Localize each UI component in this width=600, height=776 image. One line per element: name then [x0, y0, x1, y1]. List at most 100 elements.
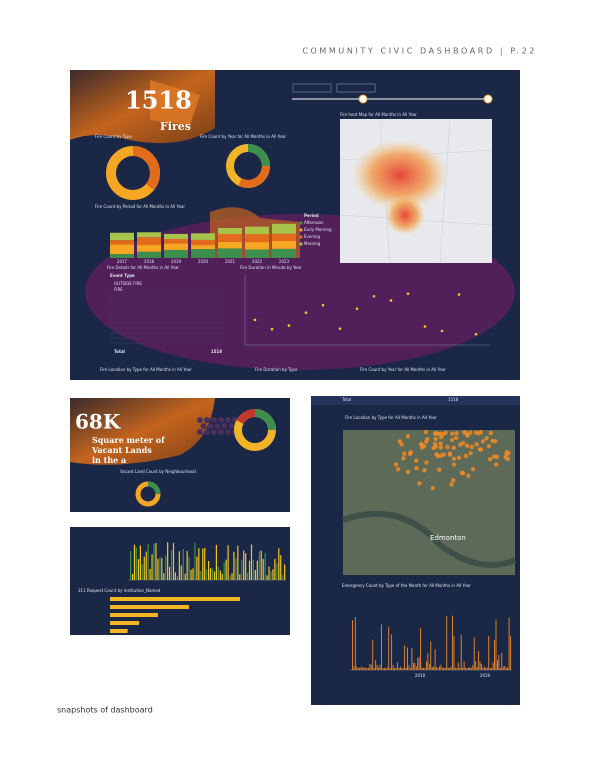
period-chart: 2017 2018 2019 2020 2021 2022 2023: [110, 223, 296, 264]
donut-slice: [254, 409, 276, 431]
hbar: [110, 605, 189, 609]
dropdown[interactable]: [292, 83, 332, 93]
spike: [165, 555, 167, 580]
hex-decor: [197, 417, 242, 435]
emergency-bar: [428, 663, 430, 670]
spike: [266, 575, 268, 580]
fire-point: [417, 481, 422, 486]
emergency-bar: [491, 667, 493, 670]
fire-point: [439, 435, 444, 440]
donut-slice: [236, 409, 256, 425]
decor-column: [218, 233, 242, 242]
slider-handle[interactable]: [358, 94, 368, 104]
panel-bg: [70, 527, 290, 635]
emergency-bar: [369, 663, 371, 670]
emergency-bar: [375, 659, 377, 670]
emergency-bar: [502, 666, 504, 670]
spike: [209, 568, 212, 580]
emergency-bar: [389, 667, 391, 670]
decor-column: [191, 239, 215, 246]
request-dashboard: 311 Request Count by Institution_Named: [70, 527, 290, 635]
spike: [248, 560, 251, 580]
emergency-bar: [392, 664, 394, 670]
fires-dashboard: 1518 Fires Fire Count by Type Fire Count…: [70, 70, 520, 380]
slider-handle[interactable]: [483, 94, 493, 104]
emergency-bar: [373, 667, 375, 670]
satellite-map: [343, 430, 515, 575]
spike: [252, 559, 255, 580]
emergency-bar: [443, 667, 445, 670]
decor-dot: [474, 332, 478, 336]
x-tick-label: 2020: [198, 259, 209, 264]
fire-point: [494, 462, 499, 467]
emergency-bar: [376, 664, 378, 670]
emergency-bar: [495, 619, 497, 670]
decor-column: [218, 248, 242, 258]
decor-column: [137, 237, 161, 246]
chart-title: 311 Request Count by Institution_Named: [78, 588, 161, 593]
spike: [178, 551, 180, 580]
chart-title: Fire Count by Year for All Months in All…: [200, 134, 286, 139]
fire-point: [437, 467, 442, 472]
panel-footer: Fire Location by Type for All Months in …: [100, 367, 192, 372]
spike: [231, 573, 233, 580]
spike: [208, 561, 210, 580]
decor-column: [110, 232, 134, 241]
decor-dot: [253, 318, 257, 322]
dropdown[interactable]: [336, 83, 376, 93]
emergency-bar: [359, 667, 361, 670]
emergency-bar: [420, 627, 422, 670]
decor-column: [137, 232, 161, 238]
spike: [262, 558, 264, 580]
emergency-bar: [485, 667, 487, 670]
decor-column: [272, 233, 296, 241]
spike: [137, 559, 139, 580]
emergency-bar: [434, 649, 436, 670]
total-value: 1518: [448, 397, 459, 402]
fire-point: [438, 441, 443, 446]
emergency-bar: [417, 658, 419, 670]
decor-dot: [372, 294, 376, 298]
table-row: FIRE: [114, 287, 123, 292]
hex: [218, 429, 224, 435]
spike: [153, 543, 155, 580]
chart-title: Fire heat Map for All Months in All Year: [340, 112, 417, 117]
spike: [225, 559, 227, 580]
spike: [141, 564, 143, 580]
panel-footer: Fire Duration by Type: [255, 367, 298, 372]
emergency-bar: [450, 666, 452, 670]
spike: [219, 570, 221, 580]
fire-point: [458, 442, 463, 447]
spike: [169, 566, 171, 580]
spike: [206, 569, 208, 580]
request-trend: [130, 542, 286, 580]
spike: [221, 573, 223, 580]
spike: [172, 542, 175, 580]
decor-dot: [287, 324, 291, 327]
fire-point: [451, 456, 457, 462]
fire-point: [393, 462, 399, 467]
emergency-bars: [352, 615, 511, 670]
decor-column: [272, 223, 296, 234]
panel-footer: Fire Count by Year for All Months in All…: [360, 367, 446, 372]
emergency-bar: [501, 652, 503, 670]
map-city: Edmonton: [430, 534, 466, 542]
emergency-bar: [470, 667, 472, 670]
chart-title: Fire Duration in Minute by Year: [240, 265, 302, 270]
x-tick-label: 2018: [144, 259, 155, 264]
emergency-bar: [454, 667, 456, 670]
emergency-bar: [441, 667, 443, 670]
table-total-label: Total: [114, 349, 126, 354]
emergency-bar: [399, 666, 401, 670]
emergency-bar: [424, 667, 426, 670]
fire-point: [451, 478, 456, 483]
fire-point: [451, 445, 457, 451]
emergency-bar: [478, 651, 480, 670]
decor-dot: [355, 307, 359, 311]
emergency-bar: [398, 667, 400, 670]
decor-dot: [338, 327, 342, 330]
spike: [130, 550, 132, 580]
duration-scatter: [253, 292, 478, 336]
spike: [264, 553, 266, 580]
year-donut-slice: [247, 144, 270, 167]
